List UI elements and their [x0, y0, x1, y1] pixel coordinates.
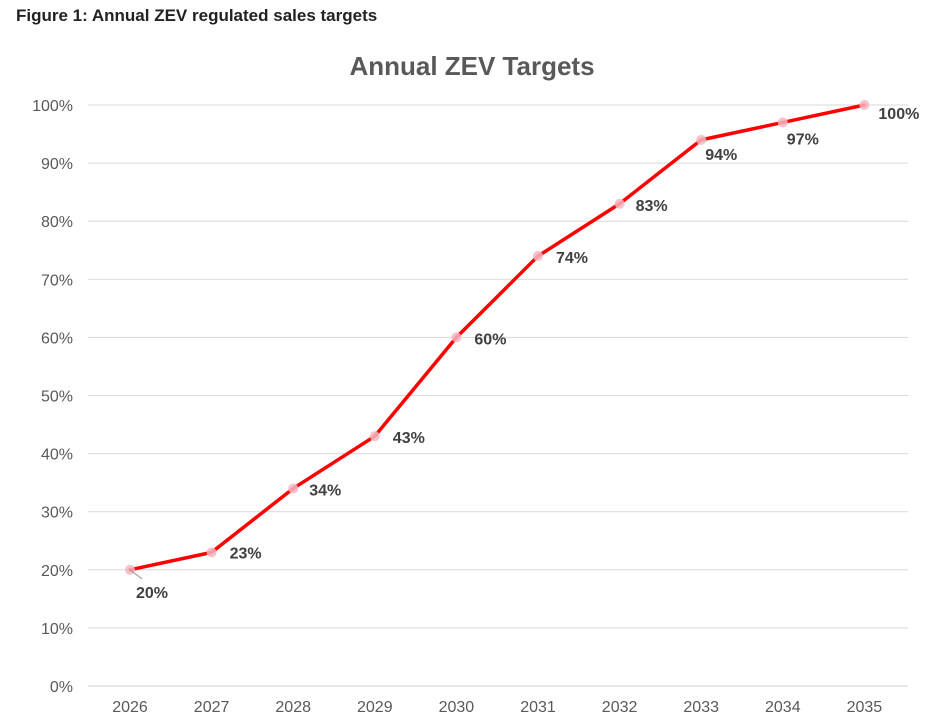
y-tick-label: 70%: [41, 272, 73, 289]
data-label: 60%: [474, 331, 506, 348]
series-line: [128, 103, 867, 572]
data-point: [451, 332, 462, 343]
data-point: [859, 100, 870, 110]
label-leader-line: [129, 569, 143, 580]
y-tick-label: 0%: [50, 679, 73, 696]
x-tick-label: 2028: [275, 699, 311, 716]
x-tick-label: 2032: [602, 699, 638, 716]
y-tick-label: 40%: [41, 447, 73, 464]
gridlines: [88, 104, 908, 687]
y-tick-label: 20%: [41, 563, 73, 580]
data-point: [614, 198, 625, 209]
data-label: 97%: [787, 131, 819, 148]
data-label: 74%: [556, 250, 588, 267]
x-tick-label: 2030: [439, 699, 475, 716]
data-label: 94%: [705, 147, 737, 164]
data-point: [533, 251, 543, 262]
x-tick-label: 2031: [520, 699, 556, 716]
y-tick-label: 30%: [41, 505, 73, 522]
data-point: [206, 547, 217, 558]
data-point: [696, 134, 707, 145]
figure-caption: Figure 1: Annual ZEV regulated sales tar…: [16, 6, 378, 25]
x-tick-label: 2026: [112, 699, 148, 716]
x-tick-label: 2034: [765, 699, 801, 716]
data-label: 100%: [878, 106, 919, 123]
chart-title: Annual ZEV Targets: [349, 51, 594, 81]
y-tick-label: 80%: [41, 214, 73, 231]
x-tick-label: 2035: [847, 699, 883, 716]
data-label: 23%: [230, 545, 262, 562]
y-tick-label: 60%: [41, 330, 73, 347]
data-point: [288, 483, 299, 494]
y-axis-ticks: 0% 10% 20% 30% 40% 50% 60% 70% 80% 90% 100%: [32, 98, 73, 696]
y-tick-label: 100%: [32, 98, 73, 115]
x-tick-label: 2029: [357, 699, 393, 716]
y-tick-label: 50%: [41, 389, 73, 406]
data-label: 20%: [136, 585, 168, 602]
x-tick-label: 2033: [683, 699, 719, 716]
x-tick-label: 2027: [194, 699, 230, 716]
x-axis-ticks: 2026 2027 2028 2029 2030 2031 2032 2033 2034 2035: [112, 699, 882, 716]
data-labels: 20% 23% 34% 43% 60% 74% 83% 94% 97% 100%: [129, 106, 919, 602]
data-label: 34%: [309, 482, 341, 499]
data-point: [777, 117, 788, 128]
series-lines: [128, 103, 867, 572]
y-tick-label: 10%: [41, 621, 73, 638]
y-tick-label: 90%: [41, 156, 73, 173]
data-point: [369, 431, 380, 442]
data-label: 83%: [636, 198, 668, 215]
data-label: 43%: [393, 430, 425, 447]
